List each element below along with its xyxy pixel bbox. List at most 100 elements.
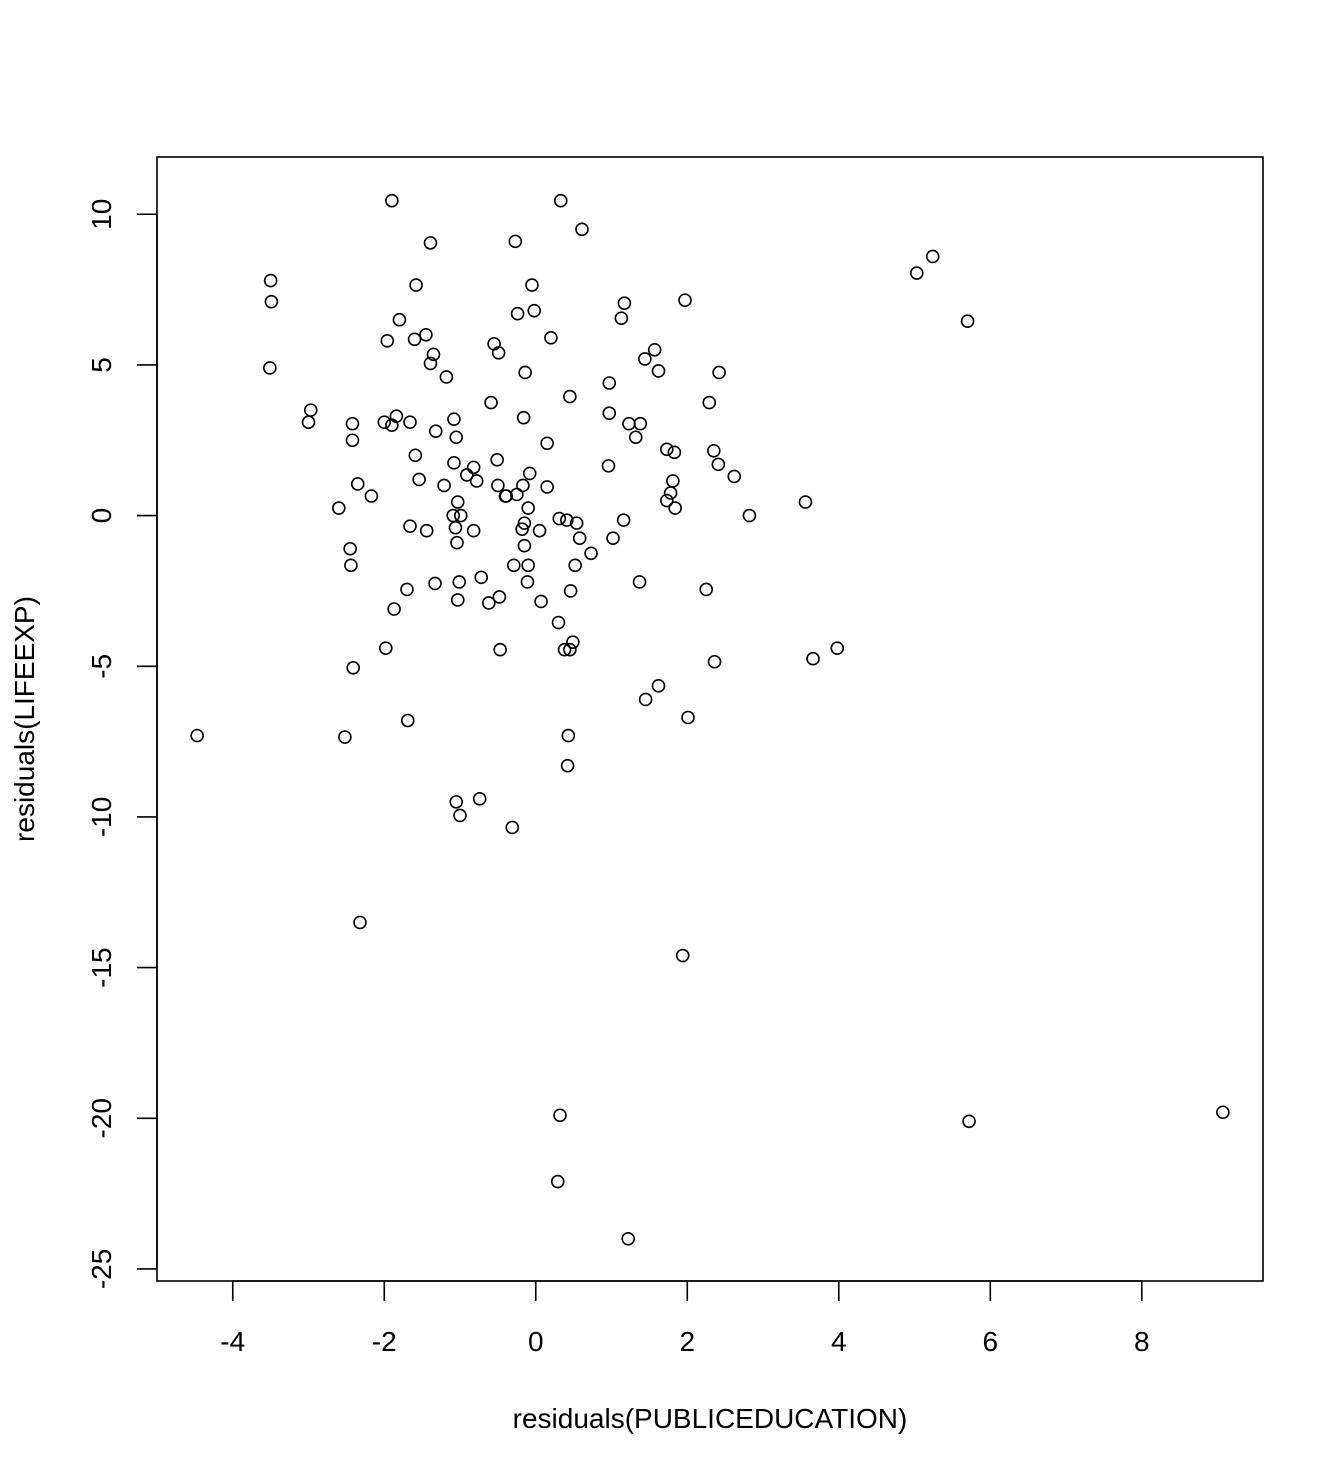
data-point bbox=[499, 489, 514, 503]
data-point bbox=[798, 495, 813, 509]
data-point bbox=[264, 294, 279, 309]
y-tick-label: 10 bbox=[86, 199, 117, 230]
data-point bbox=[426, 347, 441, 362]
data-point bbox=[706, 444, 721, 458]
data-point bbox=[806, 651, 820, 666]
data-point bbox=[606, 531, 620, 545]
y-axis-title: residuals(LIFEEXP) bbox=[9, 596, 40, 842]
data-point bbox=[925, 249, 940, 264]
data-point bbox=[301, 415, 316, 429]
data-point bbox=[385, 193, 399, 208]
data-point bbox=[437, 478, 451, 493]
data-point bbox=[419, 523, 434, 538]
data-point bbox=[525, 278, 539, 292]
data-point bbox=[666, 474, 680, 488]
data-point bbox=[344, 558, 358, 573]
data-point bbox=[263, 361, 277, 375]
data-point bbox=[572, 531, 587, 545]
data-point bbox=[505, 820, 520, 835]
plot-frame bbox=[156, 156, 1264, 1282]
data-point bbox=[449, 795, 464, 809]
data-point bbox=[553, 193, 568, 208]
data-point bbox=[491, 346, 506, 360]
data-point bbox=[628, 430, 643, 445]
data-point bbox=[742, 508, 757, 523]
data-point bbox=[1216, 1105, 1230, 1120]
data-point bbox=[638, 352, 652, 366]
data-point bbox=[450, 593, 465, 607]
data-point bbox=[491, 478, 505, 493]
x-tick-label: 0 bbox=[528, 1326, 544, 1357]
data-point bbox=[423, 236, 438, 250]
data-point bbox=[563, 642, 577, 657]
data-point bbox=[452, 575, 467, 589]
y-tick-label: -15 bbox=[86, 947, 117, 987]
data-point bbox=[532, 523, 547, 538]
data-point bbox=[508, 234, 523, 249]
y-axis: -25 -20 -15 -10 -5 0 5 10 bbox=[86, 199, 158, 1289]
data-point bbox=[353, 915, 367, 930]
data-point bbox=[407, 332, 422, 347]
data-point bbox=[510, 306, 525, 321]
data-point bbox=[566, 635, 580, 649]
data-point bbox=[490, 453, 504, 467]
x-tick-label: -4 bbox=[220, 1326, 245, 1357]
data-point bbox=[707, 654, 722, 669]
data-point bbox=[544, 331, 558, 345]
data-point bbox=[403, 415, 417, 429]
y-tick-label: -5 bbox=[86, 654, 117, 679]
data-point bbox=[387, 602, 401, 616]
data-point bbox=[419, 327, 433, 342]
data-point bbox=[409, 278, 423, 292]
data-point bbox=[681, 710, 695, 725]
data-point bbox=[910, 266, 924, 280]
data-point bbox=[711, 457, 726, 472]
data-point bbox=[552, 511, 567, 526]
data-point bbox=[561, 728, 576, 743]
data-point bbox=[520, 575, 535, 589]
data-point bbox=[678, 293, 692, 307]
data-point bbox=[343, 541, 357, 556]
x-tick-label: 2 bbox=[679, 1326, 695, 1357]
data-point bbox=[702, 395, 717, 410]
data-point bbox=[389, 409, 404, 423]
data-point bbox=[408, 448, 423, 463]
data-point bbox=[450, 495, 465, 509]
data-point bbox=[481, 596, 496, 610]
data-point bbox=[568, 558, 582, 573]
data-point bbox=[449, 430, 464, 445]
x-tick-label: 8 bbox=[1134, 1326, 1150, 1357]
data-point bbox=[563, 389, 577, 404]
data-point bbox=[484, 395, 498, 410]
y-tick-label: 5 bbox=[86, 357, 117, 373]
data-point bbox=[377, 415, 392, 429]
data-point bbox=[380, 334, 395, 348]
data-point bbox=[439, 370, 454, 384]
data-point bbox=[447, 456, 461, 470]
data-point bbox=[492, 590, 507, 604]
data-point bbox=[962, 1114, 976, 1129]
data-point bbox=[712, 365, 726, 380]
data-point bbox=[667, 445, 682, 460]
data-point bbox=[960, 314, 975, 329]
data-point bbox=[345, 433, 360, 448]
data-point bbox=[584, 546, 598, 561]
data-point bbox=[551, 615, 566, 630]
data-point bbox=[428, 576, 442, 591]
data-point bbox=[550, 1174, 565, 1189]
data-point bbox=[616, 513, 631, 527]
data-point bbox=[400, 713, 415, 728]
data-point bbox=[392, 312, 407, 327]
data-point bbox=[660, 493, 674, 508]
data-point bbox=[303, 403, 318, 417]
data-point bbox=[448, 520, 463, 535]
data-point bbox=[569, 516, 584, 530]
x-tick-label: -2 bbox=[372, 1326, 397, 1357]
data-point bbox=[466, 460, 481, 475]
data-point bbox=[350, 477, 365, 491]
data-point bbox=[575, 222, 589, 237]
data-point bbox=[521, 501, 535, 515]
data-point bbox=[364, 489, 379, 503]
data-point bbox=[517, 516, 532, 530]
data-point bbox=[614, 311, 629, 326]
